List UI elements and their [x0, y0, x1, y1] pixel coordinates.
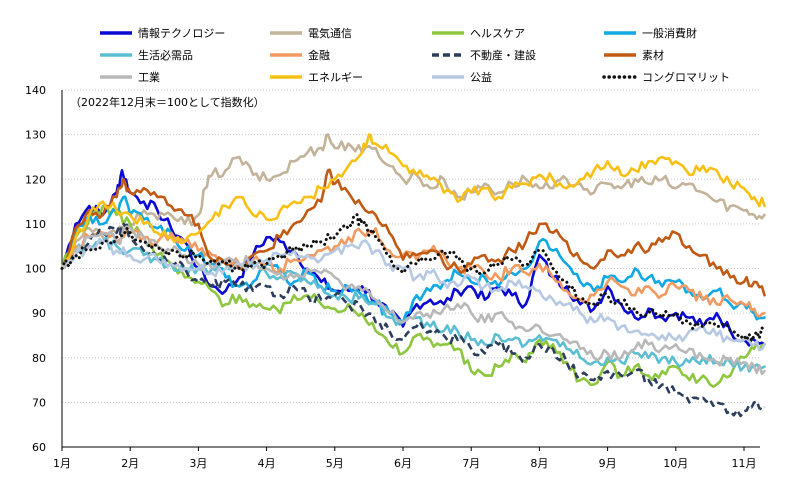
legend-label: コングロマリット: [642, 70, 730, 84]
x-tick-label: 4月: [258, 457, 276, 470]
series-line-1: [60, 133, 766, 270]
y-tick-label: 120: [25, 173, 46, 186]
x-tick-label: 9月: [599, 457, 617, 470]
series-line-10: [60, 237, 766, 352]
series-line-3: [60, 195, 766, 326]
x-tick-label: 7月: [462, 457, 480, 470]
legend-label: 生活必需品: [138, 48, 193, 62]
series-line-0: [60, 169, 766, 347]
y-axis: 60 70 80 90 100 110 120 130 140: [25, 84, 63, 454]
x-tick-label: 5月: [326, 457, 344, 470]
legend-label: 公益: [470, 70, 492, 84]
series-lines: [60, 133, 766, 418]
y-tick-label: 110: [25, 218, 46, 231]
y-tick-label: 140: [25, 84, 46, 97]
x-tick-label: 3月: [189, 457, 207, 470]
x-tick-label: 1月: [53, 457, 71, 470]
legend-label: 情報テクノロジー: [138, 27, 225, 40]
x-tick-label: 8月: [530, 457, 548, 470]
x-tick-label: 2月: [121, 457, 139, 470]
legend-label: エネルギー: [308, 71, 363, 84]
series-line-8: [60, 225, 766, 375]
series-line-9: [60, 133, 766, 270]
legend-label: 電気通信: [308, 26, 352, 40]
x-tick-label: 10月: [663, 457, 688, 470]
y-tick-label: 60: [32, 441, 46, 454]
legend-label: 不動産・建設: [470, 48, 536, 62]
y-tick-label: 80: [32, 352, 46, 365]
y-tick-label: 90: [32, 307, 46, 320]
x-axis: 1月 2月 3月 4月 5月 6月 7月 8月 9月 10月 11月: [53, 446, 760, 470]
series-line-6: [60, 222, 766, 418]
y-tick-label: 130: [25, 129, 46, 142]
chart-note: （2022年12月末＝100として指数化）: [70, 95, 265, 109]
series-line-11: [60, 213, 766, 343]
x-tick-label: 11月: [732, 457, 757, 470]
legend-label: 工業: [138, 71, 160, 84]
legend-label: ヘルスケア: [470, 27, 525, 40]
legend-label: 一般消費財: [642, 26, 697, 40]
y-tick-label: 100: [25, 263, 46, 276]
series-line-2: [60, 204, 766, 388]
x-tick-label: 6月: [394, 457, 412, 470]
y-tick-label: 70: [32, 396, 46, 409]
legend-label: 金融: [308, 48, 330, 62]
legend-label: 素材: [642, 48, 664, 62]
series-line-7: [60, 168, 766, 297]
